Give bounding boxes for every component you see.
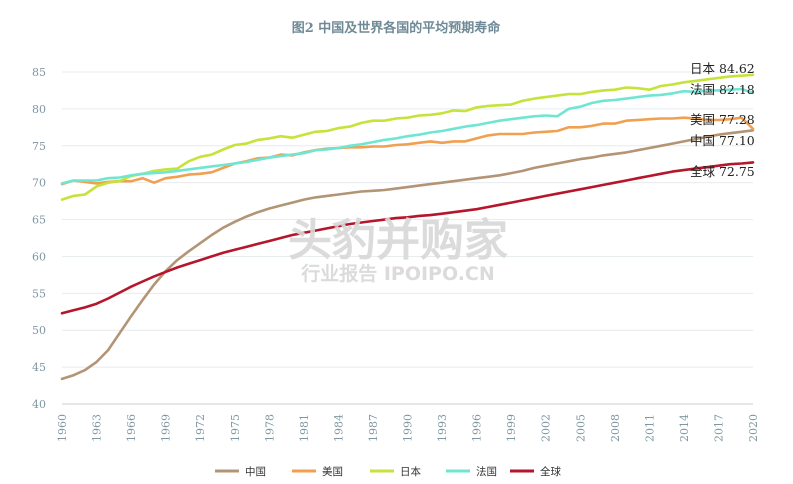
x-tick-label: 1993	[436, 414, 449, 442]
x-tick-label: 1966	[125, 414, 138, 442]
legend-label: 中国	[245, 465, 266, 478]
y-tick-label: 85	[32, 66, 46, 79]
series-line-1	[60, 116, 755, 186]
x-tick-label: 2017	[712, 414, 725, 442]
y-tick-label: 55	[32, 287, 46, 300]
end-label: 法国 82.18	[690, 82, 755, 97]
series-line-4	[60, 161, 755, 315]
series-line-0	[60, 129, 755, 381]
legend-label: 法国	[476, 465, 497, 478]
y-tick-label: 40	[32, 398, 46, 411]
y-tick-label: 60	[32, 250, 46, 263]
x-tick-label: 1999	[505, 414, 518, 442]
x-tick-label: 1972	[194, 414, 207, 442]
x-tick-label: 2020	[747, 414, 760, 442]
legend-label: 日本	[400, 465, 421, 478]
chart-title: 图2 中国及世界各国的平均预期寿命	[292, 20, 502, 36]
x-tick-label: 2002	[540, 414, 553, 442]
series-line-2	[60, 73, 755, 201]
legend-label: 美国	[322, 465, 343, 478]
x-tick-label: 2014	[678, 414, 691, 442]
y-tick-label: 80	[32, 103, 46, 116]
x-tick-label: 1978	[263, 414, 276, 442]
series-lines	[60, 73, 755, 381]
x-tick-label: 2005	[574, 414, 587, 442]
watermark-logo-text: 头豹并购家	[288, 215, 508, 266]
y-tick-label: 50	[32, 324, 46, 337]
x-tick-label: 2011	[643, 414, 656, 442]
watermark: 头豹并购家 行业报告 IPOIPO.CN	[288, 215, 508, 285]
series-line-3	[60, 87, 755, 185]
end-label: 美国 77.28	[690, 112, 755, 127]
x-tick-label: 1963	[91, 414, 104, 442]
y-tick-label: 75	[32, 140, 46, 153]
x-tick-label: 1984	[332, 414, 345, 442]
legend-label: 全球	[540, 465, 561, 478]
end-label: 全球 72.75	[690, 164, 755, 179]
legend: 中国 美国 日本 法国 全球	[215, 465, 561, 478]
x-tick-label: 1975	[229, 414, 242, 442]
y-tick-label: 65	[32, 214, 46, 227]
end-label: 日本 84.62	[690, 61, 755, 76]
x-tick-label: 1969	[160, 414, 173, 442]
end-label: 中国 77.10	[690, 133, 755, 148]
x-tick-label: 1990	[402, 414, 415, 442]
x-tick-label: 1981	[298, 414, 311, 442]
x-axis: 1960 1963 1966 1969 1972 1975 1978 1981 1984 1987…	[56, 403, 760, 442]
watermark-subtext: 行业报告 IPOIPO.CN	[300, 262, 495, 285]
x-tick-label: 1987	[367, 414, 380, 442]
y-tick-label: 45	[32, 361, 46, 374]
grid	[62, 71, 753, 405]
x-tick-label: 2008	[609, 414, 622, 442]
x-tick-label: 1996	[471, 414, 484, 442]
x-tick-label: 1960	[56, 414, 69, 442]
end-labels: 日本 84.62 法国 82.18 美国 77.28 中国 77.10 全球 72.75	[690, 61, 755, 179]
y-tick-label: 70	[32, 177, 46, 190]
y-axis: 40 45 50 55 60 65 70 75 80 85	[32, 66, 46, 411]
